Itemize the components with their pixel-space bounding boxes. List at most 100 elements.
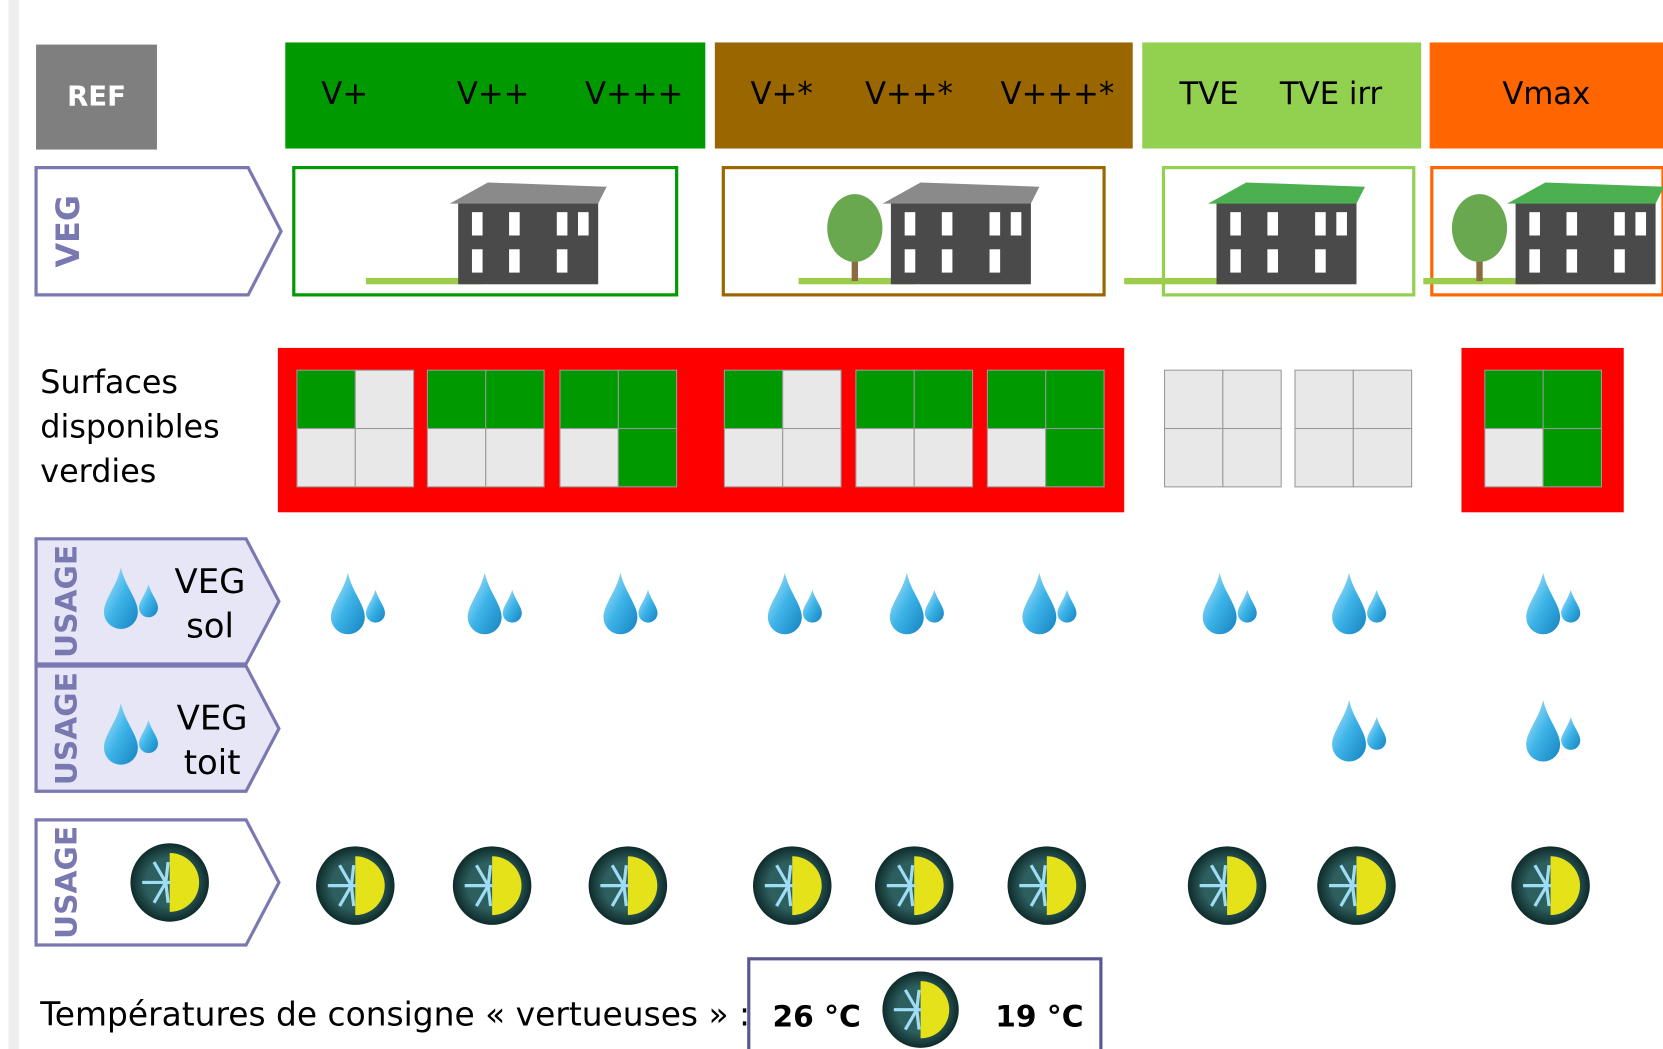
house-window — [1614, 212, 1625, 235]
drop-small — [1561, 590, 1580, 623]
house-window — [942, 212, 953, 235]
surface-cell — [486, 429, 544, 487]
house-window — [990, 212, 1001, 235]
surface-cell — [486, 370, 544, 428]
usage-label: USAGE — [49, 545, 84, 658]
house-window — [472, 212, 483, 235]
diagram: REF VEG Surfaces disponibles verdies USA… — [0, 0, 1663, 1049]
drop-icon — [1203, 573, 1257, 635]
drop-icon — [468, 573, 522, 635]
scenario-label: V+++* — [1001, 76, 1115, 112]
drop-small — [1238, 590, 1257, 623]
house-window — [557, 212, 568, 235]
usage-line: toit — [184, 744, 241, 783]
clim-icon — [316, 846, 394, 924]
surface-cell — [1046, 370, 1104, 428]
house-window — [1566, 249, 1577, 272]
surface-cell — [618, 370, 676, 428]
surface-cell — [618, 429, 676, 487]
surface-cell — [1485, 429, 1543, 487]
surface-cell — [355, 429, 413, 487]
house-window — [1529, 212, 1540, 235]
house-window — [1230, 249, 1241, 272]
clim-icon — [130, 843, 208, 921]
house-window — [1566, 212, 1577, 235]
veg-label: VEG — [49, 195, 87, 267]
clim-icon — [453, 846, 531, 924]
surface-cell — [1223, 429, 1281, 487]
house-window — [472, 249, 483, 272]
surface-cell — [1543, 429, 1601, 487]
surface-cell — [724, 429, 782, 487]
surface-cell — [560, 370, 618, 428]
house-window — [578, 212, 589, 235]
surface-cell — [987, 429, 1045, 487]
surfaces-line: verdies — [40, 452, 156, 490]
drop-small — [803, 590, 822, 623]
drop-icon — [768, 573, 822, 635]
surface-cell — [355, 370, 413, 428]
drop-icon — [603, 573, 657, 635]
scenario-label: V++ — [457, 76, 530, 112]
usage-line: VEG — [175, 563, 246, 602]
house-window — [905, 212, 916, 235]
surface-cell — [914, 429, 972, 487]
drop-big — [331, 573, 365, 635]
surface-cell — [856, 429, 914, 487]
surface-cell — [1353, 429, 1411, 487]
drop-small — [503, 590, 522, 623]
surfaces-line: disponibles — [40, 408, 219, 446]
house-window — [1529, 249, 1540, 272]
house-window — [1230, 212, 1241, 235]
house-window — [1336, 212, 1347, 235]
surface-cell — [560, 429, 618, 487]
house-window — [942, 249, 953, 272]
tree-crown — [1452, 194, 1507, 262]
usage-label: USAGE — [49, 826, 84, 939]
house-window — [990, 249, 1001, 272]
house-window — [1267, 249, 1278, 272]
house-window — [1267, 212, 1278, 235]
drop-icon — [1332, 573, 1386, 635]
surface-cell — [1485, 370, 1543, 428]
drop-big — [1022, 573, 1056, 635]
surface-cell — [1223, 370, 1281, 428]
drop-icon — [1022, 573, 1076, 635]
house-window — [1315, 212, 1326, 235]
tree-crown — [827, 194, 882, 262]
scenario-label: V+ — [321, 76, 368, 112]
scenario-label: V+* — [751, 76, 813, 112]
drop-icon — [331, 573, 385, 635]
usage-label: USAGE — [49, 672, 84, 785]
surface-cell — [783, 429, 841, 487]
house-window — [905, 249, 916, 272]
drop-icon — [890, 573, 944, 635]
drop-icon — [1526, 700, 1580, 762]
scenario-label: V+++ — [585, 76, 683, 112]
surface-cell — [427, 370, 485, 428]
surface-cell — [914, 370, 972, 428]
scenario-label: V++* — [865, 76, 953, 112]
surface-cell — [783, 370, 841, 428]
house-window — [1011, 212, 1022, 235]
clim-icon — [882, 972, 958, 1048]
usage-line: sol — [186, 607, 234, 646]
surfaces-line: Surfaces — [40, 363, 178, 401]
scenario-label: TVE irr — [1279, 76, 1383, 112]
drop-big — [1526, 573, 1560, 635]
drop-big — [1526, 700, 1560, 762]
drop-small — [1367, 590, 1386, 623]
drop-small — [925, 590, 944, 623]
surface-cell — [856, 370, 914, 428]
ref-label: REF — [67, 80, 126, 113]
surface-cell — [1165, 429, 1223, 487]
clim-icon — [875, 846, 953, 924]
drop-small — [1561, 717, 1580, 750]
clim-icon — [589, 846, 667, 924]
drop-big — [1332, 573, 1366, 635]
surface-cell — [297, 370, 355, 428]
house-window — [509, 212, 520, 235]
drop-big — [768, 573, 802, 635]
scenario-label: TVE — [1178, 76, 1238, 112]
drop-big — [603, 573, 637, 635]
